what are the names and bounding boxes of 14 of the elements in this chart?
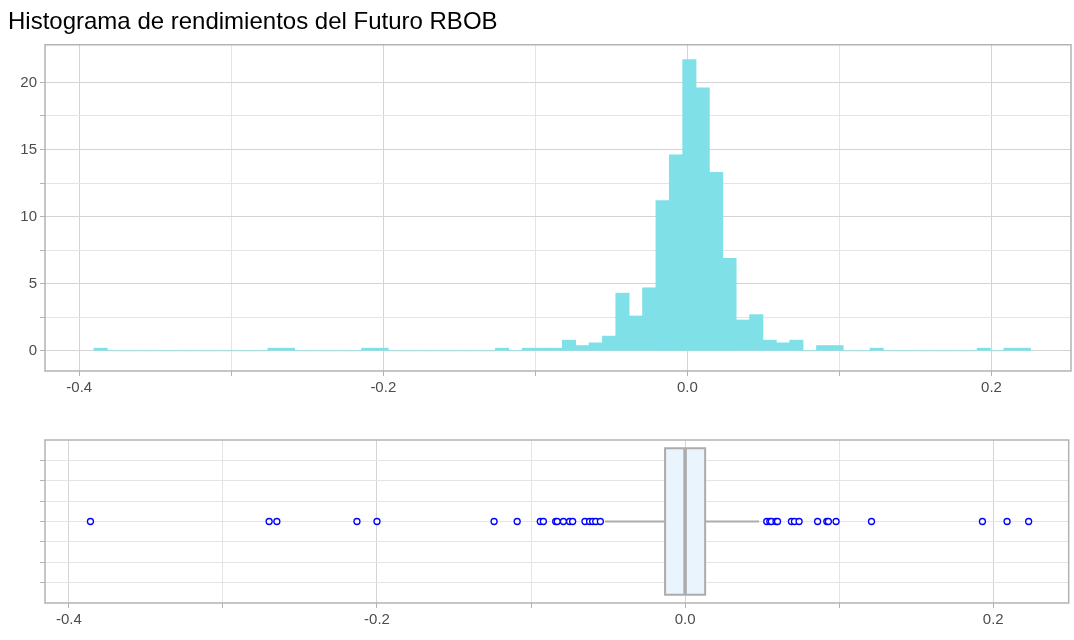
y-tick-label: 20 — [20, 72, 37, 90]
y-tick-label: 10 — [20, 206, 37, 224]
x-tick-label: 0.2 — [982, 610, 1004, 628]
x-tick-label: 0.2 — [981, 378, 1002, 396]
x-tick-label: -0.2 — [364, 610, 390, 628]
x-tick-label: -0.2 — [370, 378, 397, 396]
y-tick-label: 15 — [20, 139, 37, 157]
chart-title: Histograma de rendimientos del Futuro RBOB — [8, 7, 498, 35]
x-tick-label: -0.4 — [55, 610, 82, 628]
x-tick-label: -0.4 — [66, 378, 93, 396]
x-tick-label: 0.0 — [676, 378, 698, 396]
x-tick-label: 0.0 — [674, 610, 696, 628]
y-tick-label: 0 — [28, 341, 37, 358]
y-tick-label: 5 — [28, 273, 37, 291]
